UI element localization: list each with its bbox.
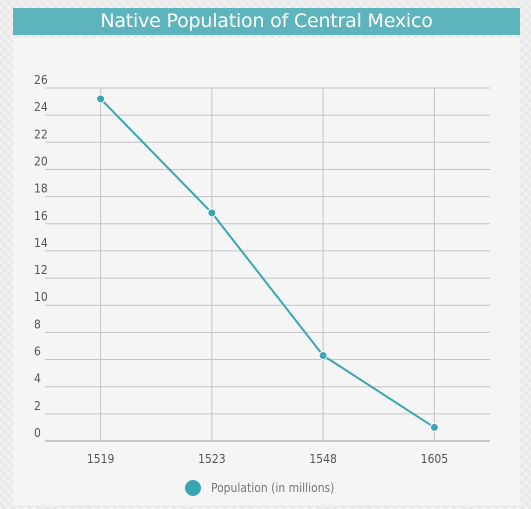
y-tick-label: 4 <box>34 372 41 386</box>
x-tick-label: 1605 <box>421 452 448 466</box>
y-tick-label: 26 <box>34 73 48 87</box>
data-point <box>429 422 439 432</box>
y-tick-label: 20 <box>34 154 48 168</box>
y-tick-label: 0 <box>34 426 41 440</box>
y-tick-label: 16 <box>34 209 48 223</box>
legend[interactable]: Population (in millions) <box>185 479 334 497</box>
x-tick-label: 1519 <box>87 452 115 466</box>
legend-marker <box>185 480 201 496</box>
grid <box>45 87 490 442</box>
y-tick-label: 8 <box>34 317 41 331</box>
y-tick-label: 12 <box>34 263 48 277</box>
data-point <box>207 208 217 218</box>
series-line <box>99 98 435 429</box>
series-layer <box>96 94 439 432</box>
x-axis-ticks: 1519 1523 1548 1605 <box>87 452 448 466</box>
y-tick-label: 24 <box>34 100 48 114</box>
y-tick-label: 14 <box>34 236 48 250</box>
y-tick-label: 18 <box>34 182 48 196</box>
x-tick-label: 1548 <box>309 452 337 466</box>
y-tick-label: 22 <box>34 127 48 141</box>
data-point <box>96 94 106 104</box>
x-tick-label: 1523 <box>198 452 225 466</box>
y-tick-label: 10 <box>34 290 48 304</box>
chart-title: Native Population of Central Mexico <box>13 8 520 35</box>
y-tick-label: 6 <box>34 345 41 359</box>
y-tick-label: 2 <box>34 399 41 413</box>
data-point <box>318 350 328 360</box>
legend-label: Population (in millions) <box>211 481 335 495</box>
